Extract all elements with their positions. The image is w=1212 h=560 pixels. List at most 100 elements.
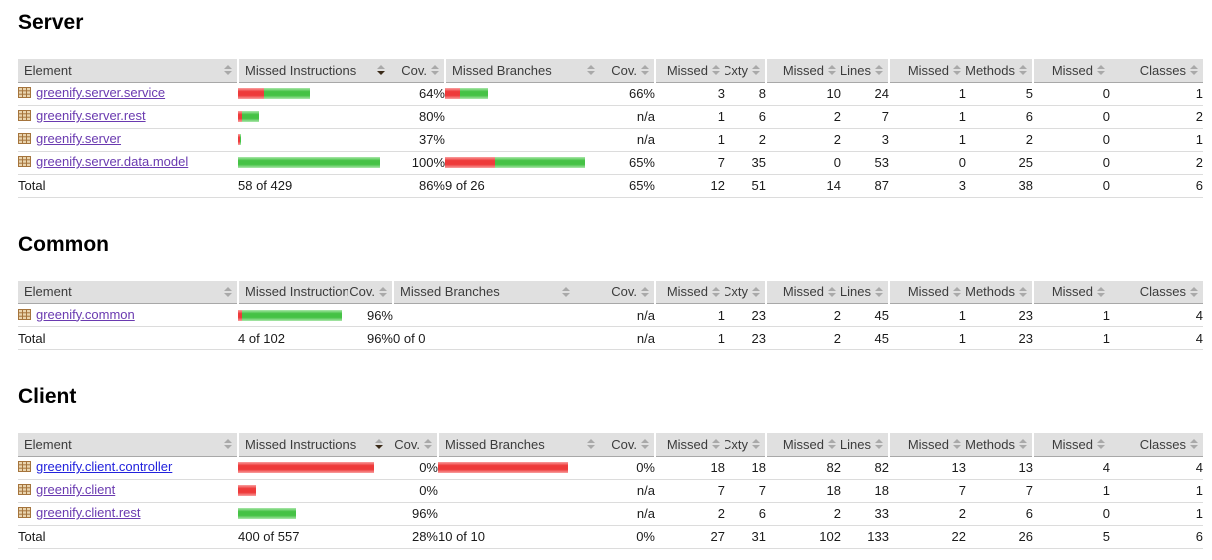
missed-lines-value: 82: [766, 456, 841, 480]
column-header[interactable]: Cov.: [575, 280, 655, 304]
column-header[interactable]: Lines: [841, 59, 889, 83]
instructions-bar-cell: [238, 502, 388, 526]
package-link[interactable]: greenify.server.service: [36, 85, 166, 100]
missed-methods-value: 13: [889, 456, 966, 480]
lines-value: 82: [841, 456, 889, 480]
total-branches-coverage: 0%: [600, 525, 655, 549]
column-header[interactable]: Classes: [1110, 433, 1203, 457]
package-link[interactable]: greenify.client.controller: [36, 459, 173, 474]
column-header[interactable]: Element: [18, 433, 238, 457]
column-header[interactable]: Classes: [1110, 280, 1203, 304]
column-header[interactable]: Missed Branches: [392, 280, 575, 304]
section-title: Server: [18, 11, 84, 34]
column-header[interactable]: Cov.: [388, 433, 438, 457]
column-header[interactable]: Cov.: [600, 433, 655, 457]
covered-instructions-bar-segment: [240, 134, 241, 145]
column-header[interactable]: Missed Branches: [437, 433, 600, 457]
column-header[interactable]: Cov.: [348, 280, 393, 304]
instructions-coverage-value: 96%: [388, 502, 438, 526]
lines-value: 3: [841, 128, 889, 152]
column-header-label: Cov.: [611, 62, 637, 78]
package-link[interactable]: greenify.server.data.model: [36, 154, 189, 169]
sort-icon: [1097, 286, 1105, 297]
package-icon: [18, 308, 31, 324]
column-header-label: Missed: [666, 62, 708, 78]
table-row: greenify.server.service 64% 66% 3 8 10 2…: [18, 82, 1203, 106]
covered-instructions-bar-segment: [242, 111, 259, 122]
lines-value: 53: [841, 151, 889, 175]
cxty-value: 2: [725, 128, 766, 152]
sort-icon: [375, 439, 383, 450]
methods-value: 2: [966, 128, 1033, 152]
instructions-coverage-bar: [238, 134, 390, 145]
missed-cxty-value: 7: [655, 479, 725, 503]
sort-icon: [1190, 286, 1198, 297]
column-header[interactable]: Cxty: [725, 433, 766, 457]
package-link[interactable]: greenify.client: [36, 482, 116, 497]
instructions-coverage-bar: [238, 111, 390, 122]
column-header[interactable]: Missed Instructions: [237, 433, 388, 457]
column-header[interactable]: Missed: [654, 59, 725, 83]
branches-coverage-value: n/a: [600, 502, 655, 526]
instructions-coverage-value: 0%: [388, 456, 438, 480]
branches-bar-cell: [445, 105, 600, 129]
instructions-bar-cell: [238, 128, 390, 152]
instructions-coverage-value: 80%: [390, 105, 445, 129]
column-header[interactable]: Missed: [888, 433, 966, 457]
missed-branches-bar-segment: [445, 88, 460, 99]
column-header-label: Missed: [907, 436, 949, 452]
column-header[interactable]: Missed Branches: [444, 59, 600, 83]
column-header[interactable]: Cov.: [390, 59, 445, 83]
column-header[interactable]: Missed: [888, 280, 966, 304]
column-header[interactable]: Classes: [1110, 59, 1203, 83]
package-link[interactable]: greenify.common: [36, 306, 135, 322]
column-header[interactable]: Missed: [1032, 280, 1110, 304]
classes-value: 1: [1110, 502, 1203, 526]
column-header[interactable]: Cxty: [725, 59, 766, 83]
column-header[interactable]: Missed: [765, 433, 841, 457]
column-header[interactable]: Missed: [1032, 59, 1110, 83]
covered-instructions-bar-segment: [242, 309, 342, 321]
package-link[interactable]: greenify.client.rest: [36, 505, 141, 520]
column-header[interactable]: Missed: [888, 59, 966, 83]
table-row: greenify.server.rest 80% n/a 1 6 2 7 1 6…: [18, 105, 1203, 129]
column-header[interactable]: Lines: [841, 433, 889, 457]
column-header[interactable]: Lines: [841, 280, 889, 304]
package-link[interactable]: greenify.server.rest: [36, 108, 146, 123]
instructions-coverage-value: 100%: [390, 151, 445, 175]
column-header[interactable]: Methods: [966, 280, 1033, 304]
sort-icon: [953, 286, 961, 297]
column-header[interactable]: Missed Instructions: [237, 280, 348, 304]
total-instructions-coverage: 96%: [348, 326, 393, 350]
column-header[interactable]: Missed: [654, 280, 725, 304]
sort-icon: [224, 286, 232, 297]
branches-bar-cell: [445, 82, 600, 106]
sort-icon: [224, 65, 232, 76]
sort-icon: [377, 65, 385, 76]
package-link[interactable]: greenify.server: [36, 131, 122, 146]
column-header[interactable]: Element: [18, 280, 238, 304]
column-header[interactable]: Cxty: [725, 280, 766, 304]
column-header[interactable]: Missed: [654, 433, 725, 457]
column-header[interactable]: Missed: [765, 59, 841, 83]
package-icon: [18, 506, 31, 522]
instructions-bar-cell: [238, 151, 390, 175]
column-header[interactable]: Element: [18, 59, 238, 83]
sort-icon: [1019, 439, 1027, 450]
lines-value: 45: [841, 303, 889, 327]
lines-value: 33: [841, 502, 889, 526]
column-header[interactable]: Missed Instructions: [237, 59, 390, 83]
sort-icon: [587, 439, 595, 450]
column-header[interactable]: Methods: [966, 59, 1033, 83]
column-header[interactable]: Missed: [765, 280, 841, 304]
missed-classes-value: 0: [1033, 128, 1110, 152]
column-header-label: Methods: [966, 436, 1015, 452]
column-header-label: Missed: [1051, 284, 1093, 300]
covered-branches-bar-segment: [495, 157, 585, 168]
total-instructions-coverage: 86%: [390, 174, 445, 198]
column-header[interactable]: Methods: [966, 433, 1033, 457]
missed-classes-value: 0: [1033, 502, 1110, 526]
column-header[interactable]: Missed: [1032, 433, 1110, 457]
column-header[interactable]: Cov.: [600, 59, 655, 83]
